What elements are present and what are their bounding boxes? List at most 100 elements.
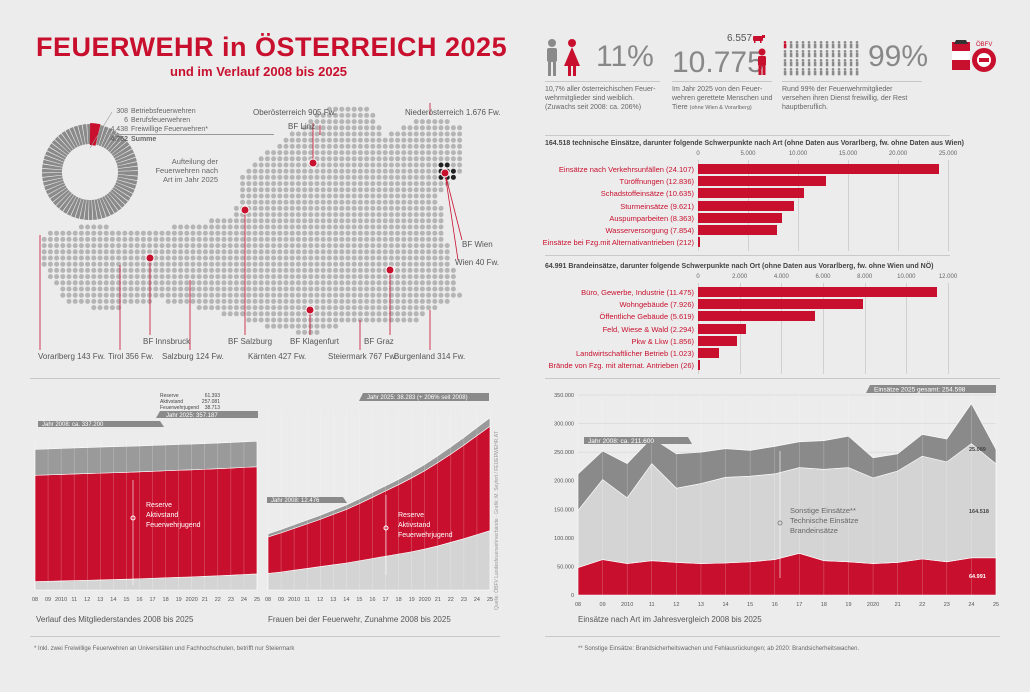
bar-label: Brände von Fzg. mit alternat. Antrieben …	[548, 361, 695, 371]
brigade-row: 4.438 Freiwillige Feuerwehren*	[104, 125, 274, 134]
brigade-value: 6	[124, 117, 128, 124]
banner-2008	[267, 497, 347, 503]
tick-label: 2.000	[732, 274, 748, 280]
annotation-2025: Jahr 2025: 357.187	[166, 413, 218, 419]
bar	[698, 287, 938, 297]
grid-line	[948, 160, 949, 252]
y-tick-label: 150.000	[554, 507, 574, 513]
annotation-2025: Einsätze 2025 gesamt: 254.598	[874, 387, 966, 394]
x-tick-label: 19	[845, 602, 851, 608]
bar-label: Einsätze bei Fzg.mit Alternativantrieben…	[542, 238, 694, 248]
bar-label: Landwirtschaftlicher Betrieb (1.023)	[576, 349, 694, 358]
y-tick-label: 50.000	[557, 564, 574, 570]
tick-label: 12.000	[938, 274, 958, 280]
x-tick-label: 25	[487, 597, 493, 603]
annotation-2008: Jahr 2008: 12.476	[271, 498, 320, 504]
x-tick-label: 11	[649, 602, 655, 608]
bar	[698, 299, 864, 310]
x-tick-label: 2020	[186, 597, 198, 603]
x-tick-label: 09	[600, 602, 606, 608]
x-tick-label: 19	[176, 597, 182, 603]
brigade-row: 4.752 Summe	[104, 134, 274, 144]
annotation-2025: Jahr 2025: 38.283 (+ 206% seit 2008)	[367, 395, 468, 401]
rescued-note: (ohne Wien & Vorarlberg)	[689, 105, 752, 111]
bar	[698, 323, 746, 334]
annotation-2008: Jahr 2008: ca. 337.200	[42, 422, 104, 428]
x-tick-label: 18	[163, 597, 169, 603]
y-tick-label: 100.000	[554, 536, 574, 542]
map-label-wien: Wien 40 Fw.	[455, 258, 500, 267]
series-label: Brandeinsätze	[790, 526, 838, 535]
bar-label: Feld, Wiese & Wald (2.294)	[602, 324, 694, 334]
map-label-ooe: Oberösterreich 905 Fw.	[253, 108, 337, 117]
male-female-icon	[547, 39, 580, 76]
brigade-value: 4.438	[110, 126, 128, 133]
bar	[698, 237, 701, 248]
x-tick-label: 24	[968, 602, 974, 608]
source-note: Quelle: ÖBFV Landesfeuerwehrverbände · G…	[494, 431, 500, 610]
x-tick-label: 17	[382, 597, 388, 603]
x-tick-label: 22	[215, 597, 221, 603]
tick-label: 20.000	[888, 151, 908, 157]
rescued-text: Im Jahr 2025 von den Feuer-wehren gerett…	[672, 86, 773, 111]
x-tick-label: 13	[97, 597, 103, 603]
x-tick-label: 2010	[621, 602, 633, 608]
tech-chart-title: 164.518 technische Einsätze, darunter fo…	[545, 140, 964, 147]
members-chart-title: Verlauf des Mitgliederstandes 2008 bis 2…	[36, 615, 194, 624]
map-label-vorarlberg: Vorarlberg 143 Fw.	[38, 352, 106, 361]
volunteer-percentage: 99%	[868, 40, 929, 73]
map-label-bf-graz: BF Graz	[364, 337, 394, 346]
annotation-2008: Jahr 2008: ca. 211.600	[588, 438, 654, 445]
x-tick-label: 12	[84, 597, 90, 603]
banner-2025	[866, 385, 996, 393]
cow-icon	[753, 35, 765, 43]
bar-label: Pkw & Lkw (1.856)	[631, 336, 694, 346]
x-tick-label: 15	[123, 597, 129, 603]
end-label: 64.991	[969, 574, 986, 580]
y-tick-label: 300.000	[554, 422, 574, 428]
banner-2025	[156, 411, 258, 418]
x-tick-label: 23	[461, 597, 467, 603]
map-label-noe: Niederösterreich 1.676 Fw.	[405, 108, 501, 117]
x-tick-label: 19	[409, 597, 415, 603]
x-tick-label: 23	[944, 602, 950, 608]
x-tick-label: 18	[821, 602, 827, 608]
x-tick-label: 2010	[288, 597, 300, 603]
series-label: Reserve	[398, 512, 424, 519]
x-tick-label: 08	[32, 597, 38, 603]
grid-line	[948, 283, 949, 375]
bar	[698, 176, 827, 187]
tick-label: 0	[696, 151, 700, 157]
bar	[698, 348, 720, 358]
x-tick-label: 16	[136, 597, 142, 603]
x-tick-label: 21	[202, 597, 208, 603]
tick-label: 0	[696, 274, 700, 280]
grid-line	[864, 283, 866, 375]
bar	[698, 212, 782, 223]
women-text: 10,7% aller österreichischen Feuer-wehrm…	[545, 86, 656, 111]
banner-2008	[584, 437, 692, 444]
bar	[698, 311, 816, 322]
bar	[698, 225, 777, 235]
x-tick-label: 12	[673, 602, 679, 608]
legend-name: Feuerwehrjugend	[160, 405, 199, 411]
tick-label: 8.000	[857, 274, 873, 280]
map-label-bf-wien: BF Wien	[462, 240, 493, 249]
legend-value: 257.081	[202, 399, 220, 405]
x-tick-label: 25	[993, 602, 999, 608]
series-label: Technische Einsätze	[790, 516, 858, 525]
end-label: 164.518	[969, 509, 989, 515]
people-grid-icon	[783, 41, 859, 76]
map-label-tirol: Tirol 356 Fw.	[108, 352, 154, 361]
women-chart-title: Frauen bei der Feuerwehr, Zunahme 2008 b…	[268, 615, 451, 624]
source-note-wrap: Quelle: ÖBFV Landesfeuerwehrverbände · G…	[494, 431, 504, 610]
tech-bar-chart: 0 5.000 10.000 15.000 20.000 25.000 Einsätze n…	[540, 150, 960, 252]
series-label: Aktivstand	[146, 512, 178, 519]
bar-label: Wohngebäude (7.926)	[619, 300, 694, 310]
bar	[698, 200, 795, 211]
tick-label: 10.000	[897, 274, 916, 280]
x-tick-label: 21	[435, 597, 441, 603]
grid-line	[848, 160, 849, 252]
brigades-caption: Aufteilung der Feuerwehren nach Art im J…	[155, 157, 218, 184]
